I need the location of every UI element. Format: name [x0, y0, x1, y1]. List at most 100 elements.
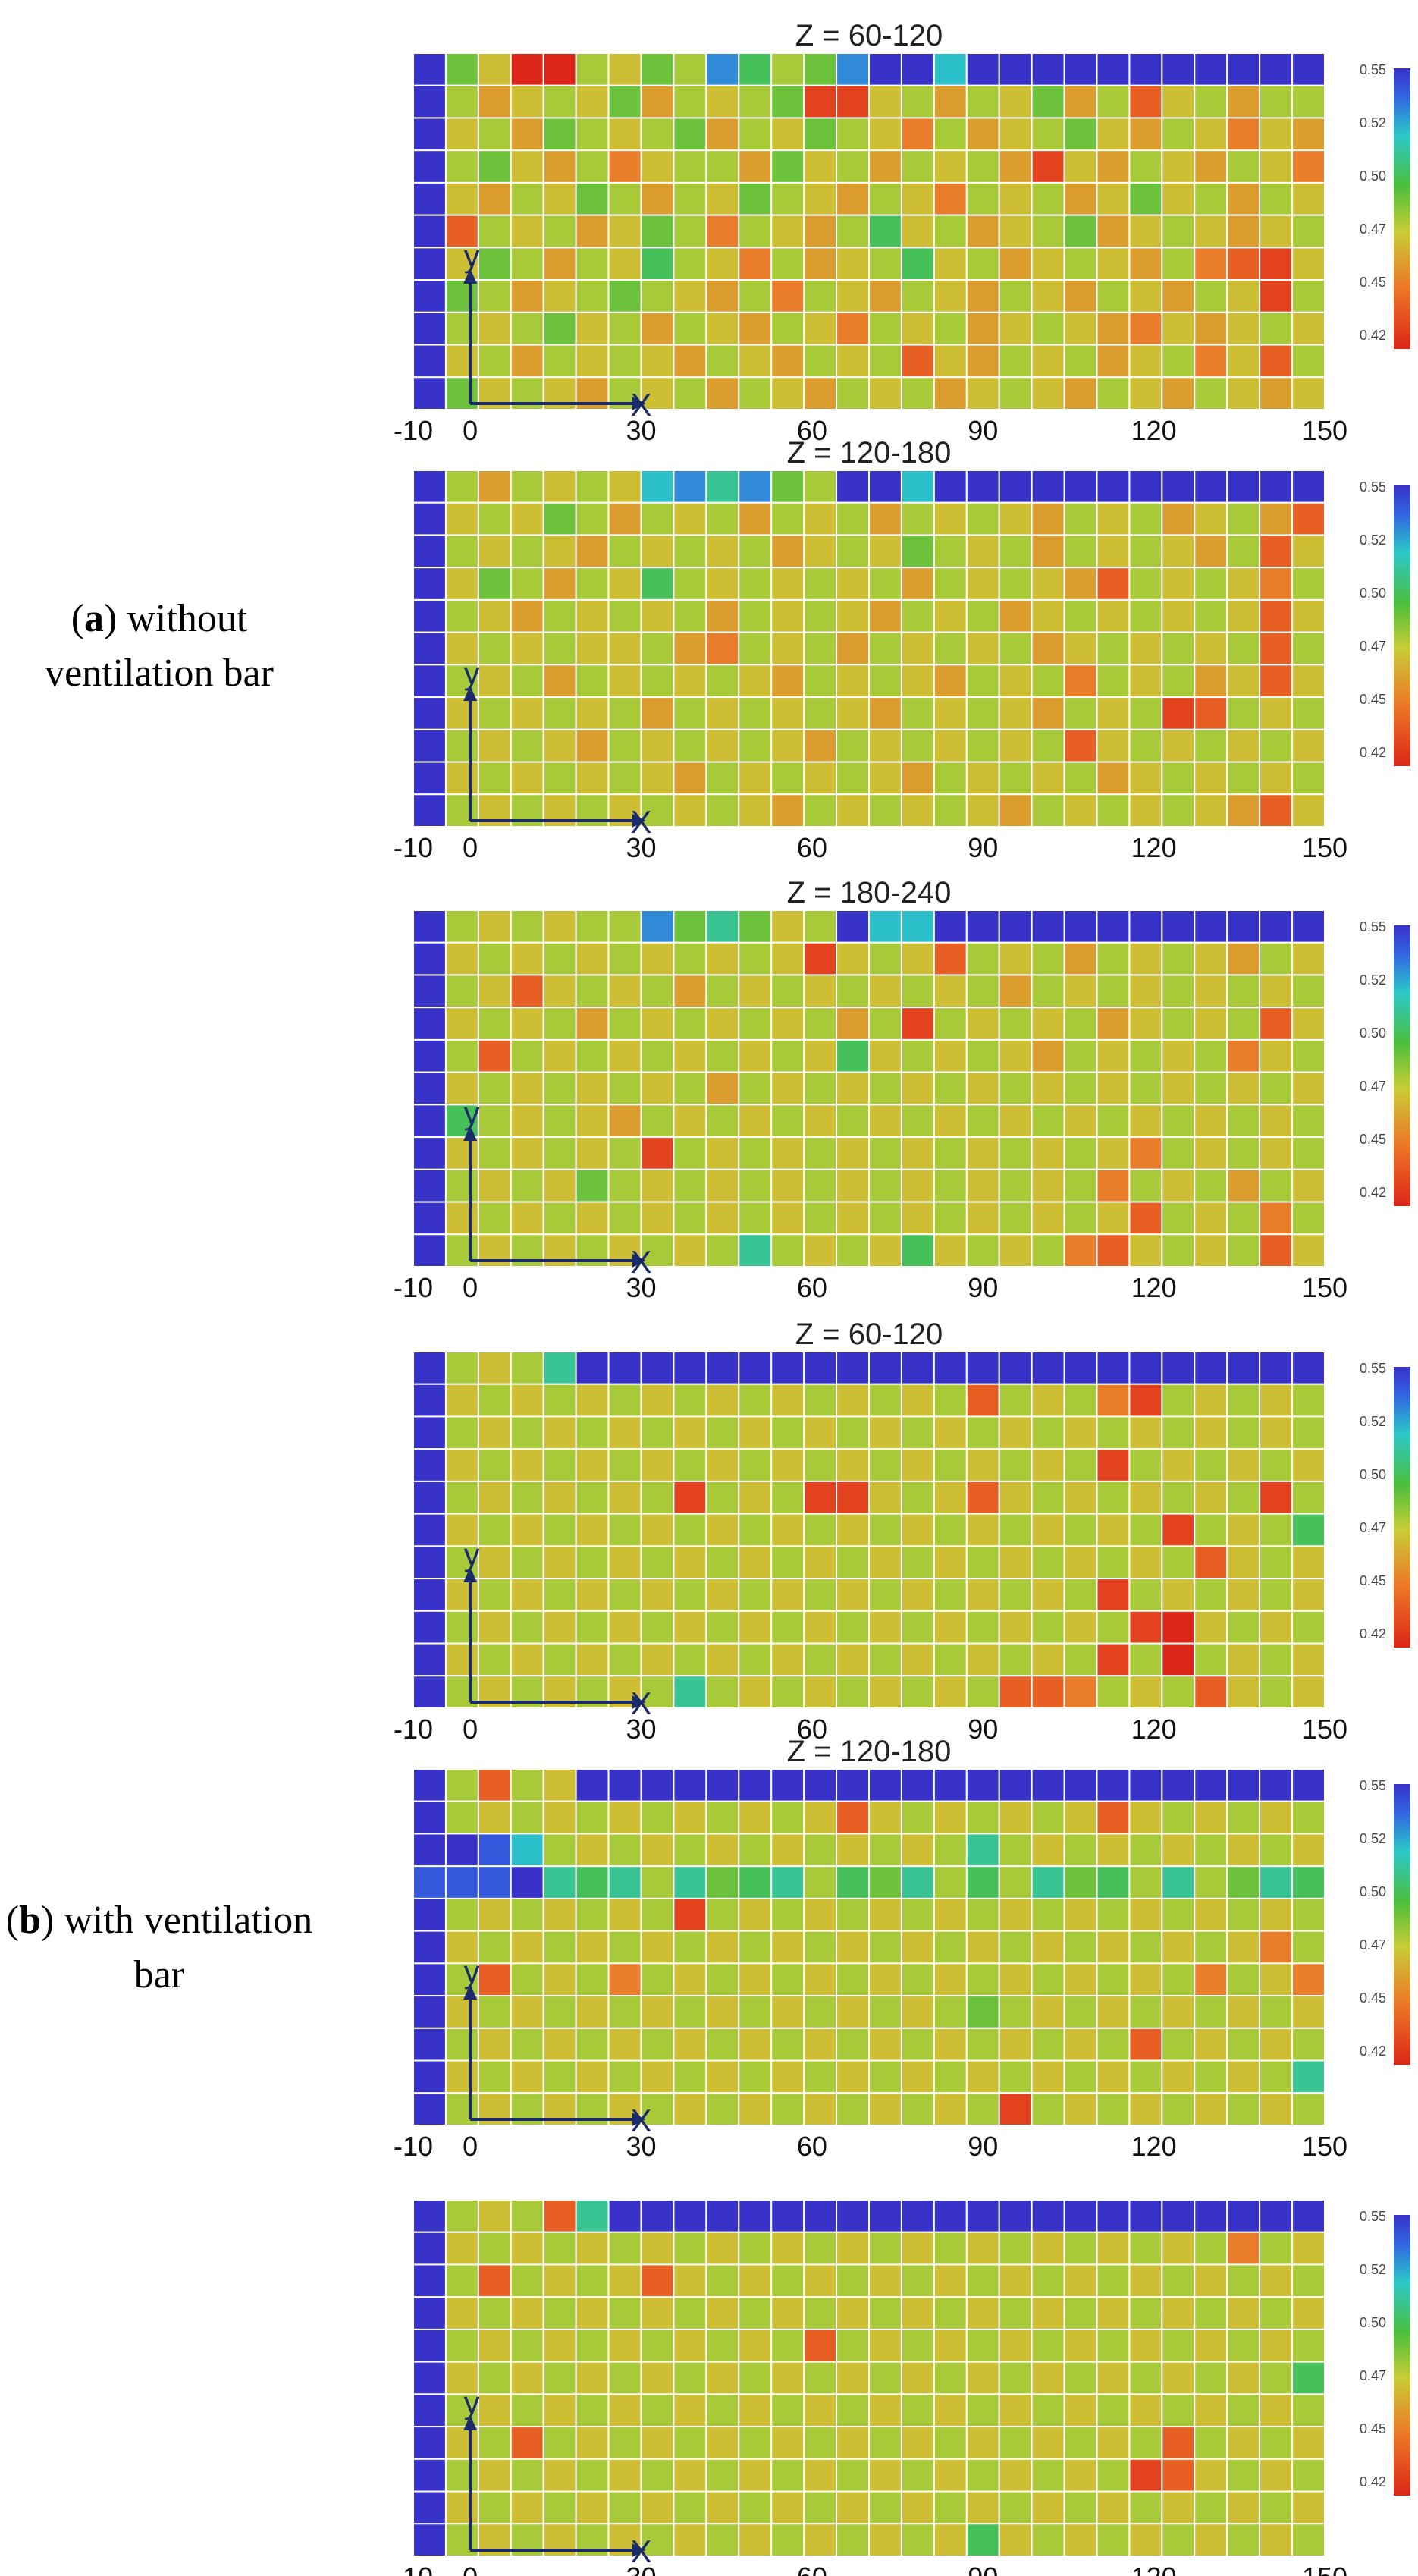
heatmap-cell — [836, 974, 870, 1009]
heatmap-cell — [770, 84, 805, 119]
heatmap-cell — [868, 84, 902, 119]
heatmap-cell — [1031, 1104, 1065, 1139]
heatmap-cell — [1096, 941, 1131, 976]
heatmap-cell — [444, 567, 479, 601]
heatmap-cell — [575, 1865, 610, 1899]
heatmap-cell — [607, 2393, 642, 2428]
heatmap-cell — [1128, 567, 1163, 601]
heatmap-cell — [1063, 181, 1098, 216]
heatmap-cell — [705, 2231, 740, 2266]
heatmap-cell — [1096, 1104, 1131, 1139]
heatmap-cell — [998, 793, 1033, 828]
heatmap-cell — [738, 1833, 773, 1868]
heatmap-cell — [868, 2328, 902, 2363]
heatmap-cell — [803, 2092, 838, 2126]
heatmap-cell — [965, 149, 1000, 184]
heatmap-cell — [1128, 728, 1163, 763]
heatmap-cell — [607, 567, 642, 601]
heatmap-cell — [836, 279, 870, 313]
heatmap-cell — [1063, 1675, 1098, 1709]
heatmap-cell — [770, 1897, 805, 1932]
heatmap-cell — [965, 344, 1000, 379]
heatmap-cell — [933, 1104, 968, 1139]
heatmap-cell — [900, 1071, 935, 1106]
heatmap-cell — [640, 1610, 675, 1645]
heatmap-cell — [965, 181, 1000, 216]
heatmap-cell — [1194, 1545, 1228, 1580]
heatmap-cell — [673, 2361, 707, 2395]
heatmap-cell — [1291, 181, 1325, 216]
heatmap-cell — [868, 909, 902, 944]
heatmap-cell — [1291, 1007, 1325, 1041]
heatmap-cell — [640, 1448, 675, 1482]
heatmap-cell — [933, 2296, 968, 2330]
heatmap-cell — [868, 2263, 902, 2298]
heatmap-cell — [1291, 2296, 1325, 2330]
heatmap-cell — [510, 1800, 544, 1835]
heatmap-cell — [705, 664, 740, 699]
heatmap-cell — [998, 1865, 1033, 1899]
heatmap-cell — [1161, 1415, 1196, 1450]
heatmap-cell — [933, 247, 968, 281]
heatmap-cell — [1128, 793, 1163, 828]
heatmap-cell — [1128, 598, 1163, 633]
heatmap-cell — [1226, 84, 1261, 119]
heatmap-cell — [542, 2296, 577, 2330]
heatmap-cell — [1161, 1007, 1196, 1041]
heatmap-cell — [1161, 941, 1196, 976]
heatmap-cell — [575, 909, 610, 944]
heatmap-cell — [1291, 2523, 1325, 2557]
heatmap-cell — [575, 117, 610, 152]
heatmap-cell — [510, 311, 544, 346]
heatmap-cell — [770, 2490, 805, 2525]
heatmap-cell — [477, 501, 512, 536]
heatmap-cell — [738, 1038, 773, 1073]
heatmap-cell — [965, 909, 1000, 944]
heatmap-cell — [444, 941, 479, 976]
heatmap-cell — [1096, 2199, 1131, 2233]
heatmap-cell — [1096, 974, 1131, 1009]
heatmap-cell — [640, 761, 675, 796]
heatmap-cell — [510, 2490, 544, 2525]
x-tick-label: 90 — [968, 832, 998, 863]
heatmap-cell — [803, 1545, 838, 1580]
heatmap-cell — [836, 534, 870, 569]
colorbar-tick-label: 0.50 — [1360, 1467, 1386, 1482]
x-axis-arrowhead — [632, 2543, 646, 2557]
heatmap-cell — [510, 2361, 544, 2395]
heatmap-cell — [1194, 84, 1228, 119]
heatmap-cell — [1259, 1768, 1294, 1802]
heatmap-cell — [770, 181, 805, 216]
heatmap-cell — [640, 311, 675, 346]
heatmap-cell — [770, 1545, 805, 1580]
heatmap-cell — [542, 1448, 577, 1482]
heatmap-cell — [1128, 1545, 1163, 1580]
heatmap-cell — [477, 1168, 512, 1203]
heatmap-cell — [1226, 1610, 1261, 1645]
heatmap-cell — [1096, 344, 1131, 379]
heatmap-cell — [1259, 84, 1294, 119]
heatmap-cell — [575, 1995, 610, 2029]
heatmap-cell — [868, 2231, 902, 2266]
heatmap-cell — [803, 84, 838, 119]
heatmap-cell — [836, 1610, 870, 1645]
heatmap-cell — [705, 501, 740, 536]
heatmap-cell — [868, 974, 902, 1009]
heatmap-cell — [803, 1071, 838, 1106]
heatmap-cell — [836, 1578, 870, 1612]
heatmap-cell — [900, 2361, 935, 2395]
heatmap-cell — [1226, 344, 1261, 379]
colorbar-tick-label: 0.45 — [1360, 275, 1386, 290]
heatmap-cell — [1031, 2296, 1065, 2330]
heatmap-cell — [510, 909, 544, 944]
x-tick-label: 150 — [1302, 832, 1347, 863]
heatmap-cell — [705, 1038, 740, 1073]
heatmap-cell — [1128, 1800, 1163, 1835]
heatmap-cell — [673, 2393, 707, 2428]
heatmap-cell — [1161, 793, 1196, 828]
heatmap-cell — [575, 1007, 610, 1041]
heatmap-cell — [1031, 1768, 1065, 1802]
heatmap-cell — [1063, 2393, 1098, 2428]
heatmap-cell — [1161, 696, 1196, 730]
